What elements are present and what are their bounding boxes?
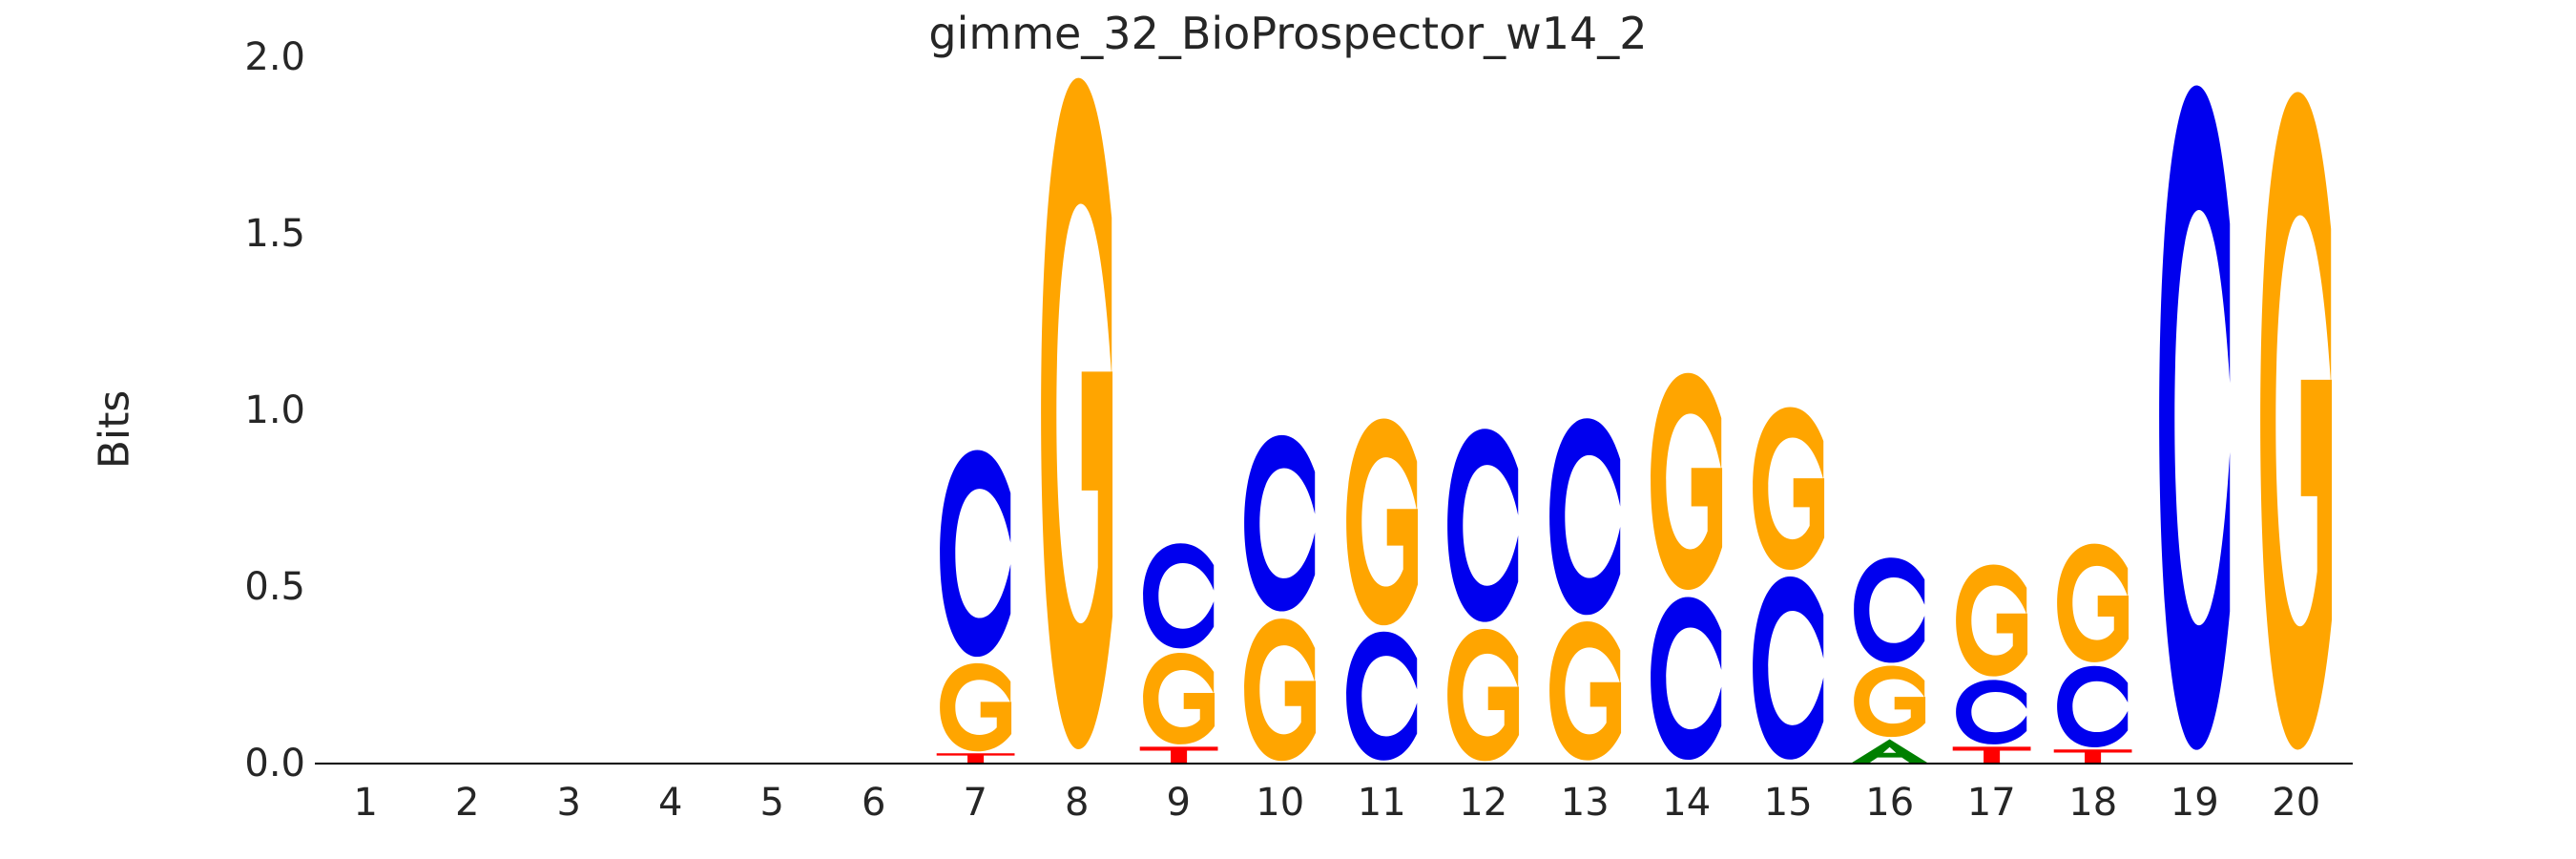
- logo-stack-position-17: [1951, 57, 2032, 764]
- logo-letter-c: [1341, 629, 1423, 764]
- logo-letter-c: [2052, 664, 2133, 749]
- x-tick-label: 12: [1459, 781, 1508, 825]
- x-tick-label: 17: [1966, 781, 2016, 825]
- logo-stack-position-8: [1036, 57, 1117, 764]
- x-tick-label: 13: [1560, 781, 1610, 825]
- logo-stack-position-19: [2154, 57, 2235, 764]
- logo-letter-g: [1036, 64, 1117, 764]
- logo-letter-c: [1239, 431, 1320, 615]
- x-tick-label: 10: [1256, 781, 1305, 825]
- logo-letter-g: [1239, 616, 1320, 764]
- logo-letter-g: [1646, 368, 1727, 595]
- logo-stack-position-20: [2255, 57, 2337, 764]
- logo-letter-g: [1849, 664, 1930, 739]
- logo-stack-position-18: [2052, 57, 2133, 764]
- y-tick-label: 1.0: [244, 388, 305, 432]
- x-tick-label: 4: [658, 781, 683, 825]
- x-axis-line: [315, 763, 2353, 765]
- x-tick-label: 8: [1065, 781, 1090, 825]
- logo-stack-position-12: [1443, 57, 1524, 764]
- plot-area: [315, 57, 2347, 764]
- logo-letter-c: [1443, 425, 1524, 626]
- logo-stack-position-7: [935, 57, 1016, 764]
- x-tick-label: 18: [2068, 781, 2118, 825]
- x-tick-label: 15: [1763, 781, 1813, 825]
- logo-stack-position-10: [1239, 57, 1320, 764]
- x-tick-label: 1: [353, 781, 378, 825]
- logo-stack-position-9: [1138, 57, 1219, 764]
- x-tick-label: 14: [1662, 781, 1712, 825]
- x-tick-label: 16: [1865, 781, 1915, 825]
- x-tick-label: 2: [455, 781, 480, 825]
- logo-letter-g: [1545, 618, 1626, 764]
- logo-letter-c: [1646, 594, 1727, 764]
- x-tick-label: 9: [1166, 781, 1191, 825]
- logo-letter-t: [1138, 745, 1219, 765]
- logo-letter-c: [1545, 414, 1626, 619]
- logo-letter-g: [2255, 78, 2337, 764]
- logo-letter-g: [1341, 414, 1423, 630]
- logo-letter-g: [1443, 626, 1524, 764]
- logo-letter-t: [935, 753, 1016, 764]
- y-tick-label: 0.0: [244, 742, 305, 786]
- logo-letter-t: [2052, 749, 2133, 764]
- logo-stack-position-2: [426, 57, 508, 764]
- y-tick-label: 1.5: [244, 212, 305, 256]
- logo-stack-position-15: [1748, 57, 1829, 764]
- x-tick-label: 11: [1357, 781, 1406, 825]
- logo-letter-g: [1748, 404, 1829, 574]
- logo-letter-c: [2154, 72, 2235, 764]
- logo-stack-position-5: [732, 57, 813, 764]
- logo-stack-position-1: [325, 57, 406, 764]
- page-title: gimme_32_BioProspector_w14_2: [928, 8, 1648, 59]
- logo-letter-g: [2052, 541, 2133, 665]
- x-tick-label: 3: [556, 781, 581, 825]
- logo-letter-c: [935, 446, 1016, 661]
- logo-letter-g: [1138, 651, 1219, 746]
- logo-stack-position-14: [1646, 57, 1727, 764]
- logo-letter-c: [1138, 541, 1219, 651]
- logo-letter-a: [1849, 739, 1930, 764]
- logo-letter-g: [1951, 562, 2032, 679]
- y-tick-label: 0.5: [244, 565, 305, 609]
- x-tick-label: 5: [759, 781, 784, 825]
- logo-letter-c: [1748, 573, 1829, 764]
- logo-stack-position-16: [1849, 57, 1930, 764]
- x-tick-label: 19: [2170, 781, 2219, 825]
- x-tick-label: 7: [963, 781, 987, 825]
- logo-letter-c: [1951, 679, 2032, 745]
- logo-letter-g: [935, 661, 1016, 753]
- x-tick-label: 20: [2272, 781, 2321, 825]
- logo-stack-position-4: [630, 57, 711, 764]
- logo-letter-c: [1849, 555, 1930, 665]
- logo-stack-position-3: [529, 57, 610, 764]
- x-tick-label: 6: [862, 781, 886, 825]
- logo-stack-position-11: [1341, 57, 1423, 764]
- y-tick-label: 2.0: [244, 35, 305, 79]
- logo-stack-position-6: [833, 57, 914, 764]
- logo-letter-t: [1951, 745, 2032, 765]
- y-axis-label: Bits: [90, 389, 139, 470]
- logo-stack-position-13: [1545, 57, 1626, 764]
